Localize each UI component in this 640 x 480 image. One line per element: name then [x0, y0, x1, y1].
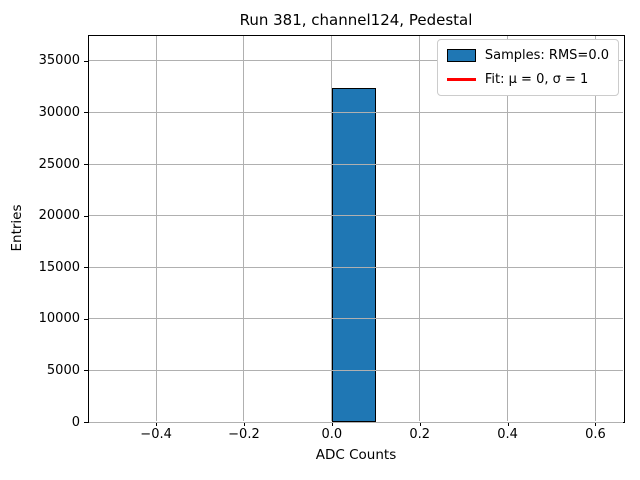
x-tick-mark	[243, 422, 245, 426]
y-tick-mark	[84, 60, 88, 62]
y-axis-label: Entries	[9, 204, 25, 252]
y-gridline	[89, 60, 623, 62]
x-tick-label: 0.2	[409, 427, 431, 442]
x-tick-label: −0.4	[140, 427, 172, 442]
y-tick-mark	[84, 112, 88, 114]
chart-title: Run 381, channel124, Pedestal	[239, 11, 473, 29]
x-tick-mark	[507, 422, 509, 426]
legend-item-fit: Fit: μ = 0, σ = 1	[446, 69, 609, 90]
x-gridline	[594, 36, 596, 421]
y-tick-label: 30000	[38, 104, 80, 120]
y-tick-label: 5000	[46, 362, 80, 378]
legend-label-fit: Fit: μ = 0, σ = 1	[484, 72, 589, 87]
x-gridline	[331, 36, 333, 421]
y-tick-label: 35000	[38, 53, 80, 69]
y-gridline	[89, 421, 623, 423]
x-tick-mark	[419, 422, 421, 426]
x-gridline	[507, 36, 509, 421]
y-tick-mark	[84, 267, 88, 269]
x-tick-label: 0.0	[321, 427, 343, 442]
y-tick-mark	[84, 164, 88, 165]
x-tick-label: 0.6	[585, 427, 606, 442]
y-tick-mark	[84, 422, 88, 423]
y-gridline	[89, 163, 623, 165]
x-tick-label: −0.2	[228, 427, 260, 442]
y-tick-mark	[84, 215, 88, 217]
histogram-swatch-icon	[446, 49, 476, 62]
y-tick-label: 15000	[38, 259, 80, 275]
y-tick-mark	[84, 370, 88, 372]
x-tick-mark	[331, 422, 333, 426]
legend: Samples: RMS=0.0 Fit: μ = 0, σ = 1	[436, 39, 619, 96]
legend-label-samples: Samples: RMS=0.0	[484, 48, 609, 63]
x-tick-label: 0.4	[497, 427, 518, 442]
y-gridline	[89, 266, 623, 268]
y-gridline	[89, 369, 623, 371]
y-gridline	[89, 111, 623, 113]
x-tick-mark	[595, 422, 597, 426]
y-tick-label: 0	[71, 414, 80, 430]
fit-line-swatch-icon	[446, 78, 476, 81]
y-tick-label: 20000	[38, 208, 80, 224]
x-tick-mark	[156, 422, 158, 426]
x-gridline	[155, 36, 157, 421]
y-tick-mark	[84, 318, 88, 320]
legend-item-samples: Samples: RMS=0.0	[446, 45, 609, 66]
x-axis-label: ADC Counts	[315, 447, 397, 463]
y-tick-label: 25000	[38, 156, 80, 172]
y-tick-label: 10000	[38, 311, 80, 327]
y-gridline	[89, 318, 623, 320]
histogram-bar	[331, 87, 376, 422]
x-gridline	[419, 36, 421, 421]
y-gridline	[89, 215, 623, 217]
x-gridline	[243, 36, 245, 421]
